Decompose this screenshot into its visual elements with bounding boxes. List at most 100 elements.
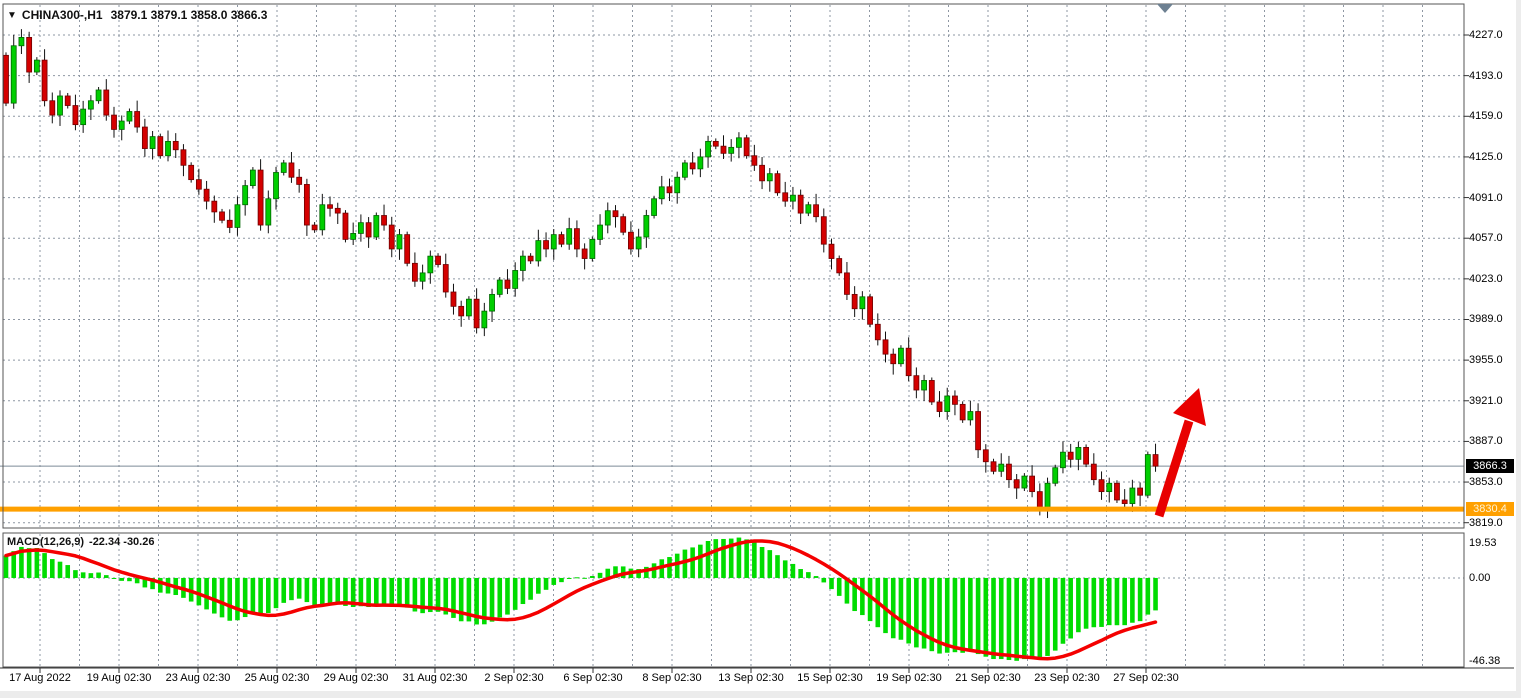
current-price-badge: 3866.3 xyxy=(1466,459,1514,474)
scroll-to-end-marker-icon[interactable] xyxy=(1157,4,1173,13)
macd-histogram-bar xyxy=(358,577,364,607)
macd-histogram-bar xyxy=(767,550,773,578)
macd-histogram-bar xyxy=(212,577,217,614)
candle-bearish xyxy=(1067,451,1074,460)
candle-bullish xyxy=(674,176,681,194)
candle-bearish xyxy=(442,264,449,293)
candle-bullish xyxy=(126,111,133,122)
candle-bullish xyxy=(496,279,503,295)
candle-bearish xyxy=(1137,487,1144,496)
price-tick-label: 4023.0 xyxy=(1469,272,1503,285)
macd-histogram-bar xyxy=(1006,577,1012,661)
candle-bearish xyxy=(172,140,179,151)
price-tick-label: 3853.0 xyxy=(1469,476,1503,489)
macd-histogram-bar xyxy=(1045,577,1050,656)
macd-histogram-bar xyxy=(1114,577,1120,626)
time-tick-label: 17 Aug 2022 xyxy=(9,672,71,684)
macd-histogram-bar xyxy=(644,566,649,578)
arrow-head[interactable] xyxy=(1173,388,1206,426)
candle-bearish xyxy=(303,184,310,226)
macd-histogram-bar xyxy=(998,577,1004,660)
candle-bearish xyxy=(188,164,195,181)
candle-bullish xyxy=(604,210,611,226)
macd-histogram-bar xyxy=(3,555,9,578)
candle-bearish xyxy=(543,240,549,250)
candle-bullish xyxy=(1129,487,1136,504)
macd-histogram-bar xyxy=(991,577,996,660)
candle-bullish xyxy=(520,255,526,271)
time-tick-label: 23 Sep 02:30 xyxy=(1034,672,1100,684)
macd-histogram-bar xyxy=(1083,577,1089,629)
macd-histogram-bar xyxy=(551,577,557,585)
macd-histogram-bar xyxy=(590,575,595,578)
symbol-ohlc-label: ▼ CHINA300-,H1 3879.1 3879.1 3858.0 3866.3 xyxy=(7,8,267,22)
price-tick-label: 4159.0 xyxy=(1469,110,1503,123)
macd-histogram-bar xyxy=(975,577,981,655)
symbol-dropdown-icon[interactable]: ▼ xyxy=(7,10,17,21)
price-tick-label: 3819.0 xyxy=(1469,516,1503,529)
macd-histogram-bar xyxy=(366,577,371,608)
macd-histogram-bar xyxy=(651,563,657,578)
macd-histogram-bar xyxy=(512,577,518,610)
macd-histogram-bar xyxy=(914,577,919,648)
macd-histogram-bar xyxy=(466,577,472,622)
candle-bullish xyxy=(18,36,25,47)
up-arrow-annotation[interactable] xyxy=(1154,388,1206,518)
candle-bullish xyxy=(10,45,17,104)
macd-histogram-bar xyxy=(790,563,796,578)
macd-histogram-bar xyxy=(235,577,240,621)
candle-bearish xyxy=(141,126,148,149)
macd-histogram-bar xyxy=(536,577,541,594)
candle-bullish xyxy=(998,463,1005,472)
macd-histogram-bar xyxy=(428,577,433,613)
macd-histogram-bar xyxy=(752,542,757,578)
macd-histogram-bar xyxy=(474,577,479,625)
macd-histogram-bar xyxy=(374,577,379,605)
macd-histogram-bar xyxy=(821,577,827,583)
candle-bearish xyxy=(982,449,989,463)
macd-histogram-bar xyxy=(312,577,317,606)
arrow-shaft[interactable] xyxy=(1154,419,1194,518)
macd-histogram-bar xyxy=(968,577,973,652)
macd-histogram-bar xyxy=(327,577,333,604)
candle-bullish xyxy=(790,194,796,202)
macd-histogram-bar xyxy=(813,576,819,578)
macd-histogram-bar xyxy=(713,539,719,578)
candle-bearish xyxy=(574,228,580,250)
candle-bearish xyxy=(365,222,372,238)
candle-bullish xyxy=(319,204,326,231)
candle-bullish xyxy=(419,272,426,282)
macd-histogram-bar xyxy=(1029,577,1035,659)
macd-histogram-bar xyxy=(1130,577,1135,623)
candle-bearish xyxy=(296,176,303,185)
candle-bullish xyxy=(651,198,657,216)
candle-bearish xyxy=(211,200,218,213)
candle-bullish xyxy=(350,233,357,240)
candle-bearish xyxy=(882,339,889,355)
candle-bullish xyxy=(489,293,495,312)
macd-histogram-bar xyxy=(26,548,32,578)
candle-bearish xyxy=(952,395,958,405)
candle-bearish xyxy=(558,234,565,245)
macd-histogram-bar xyxy=(829,577,834,590)
macd-histogram-bar xyxy=(744,539,749,578)
candle-bullish xyxy=(682,162,688,178)
macd-histogram-bar xyxy=(520,577,526,605)
candle-bearish xyxy=(959,403,966,421)
candle-bullish xyxy=(535,240,542,262)
candle-bearish xyxy=(890,353,897,365)
candle-bullish xyxy=(242,185,249,206)
macd-histogram-bar xyxy=(597,572,603,578)
candle-bearish xyxy=(411,262,418,282)
macd-histogram-bar xyxy=(1037,577,1043,660)
macd-histogram-bar xyxy=(435,577,441,612)
candle-bearish xyxy=(905,347,912,377)
candle-bearish xyxy=(1006,463,1012,481)
time-tick-label: 6 Sep 02:30 xyxy=(563,672,623,684)
macd-histogram-bar xyxy=(242,577,248,618)
time-tick-label: 25 Aug 02:30 xyxy=(244,672,310,684)
time-tick-label: 23 Aug 02:30 xyxy=(165,672,231,684)
candle-bearish xyxy=(219,211,225,221)
